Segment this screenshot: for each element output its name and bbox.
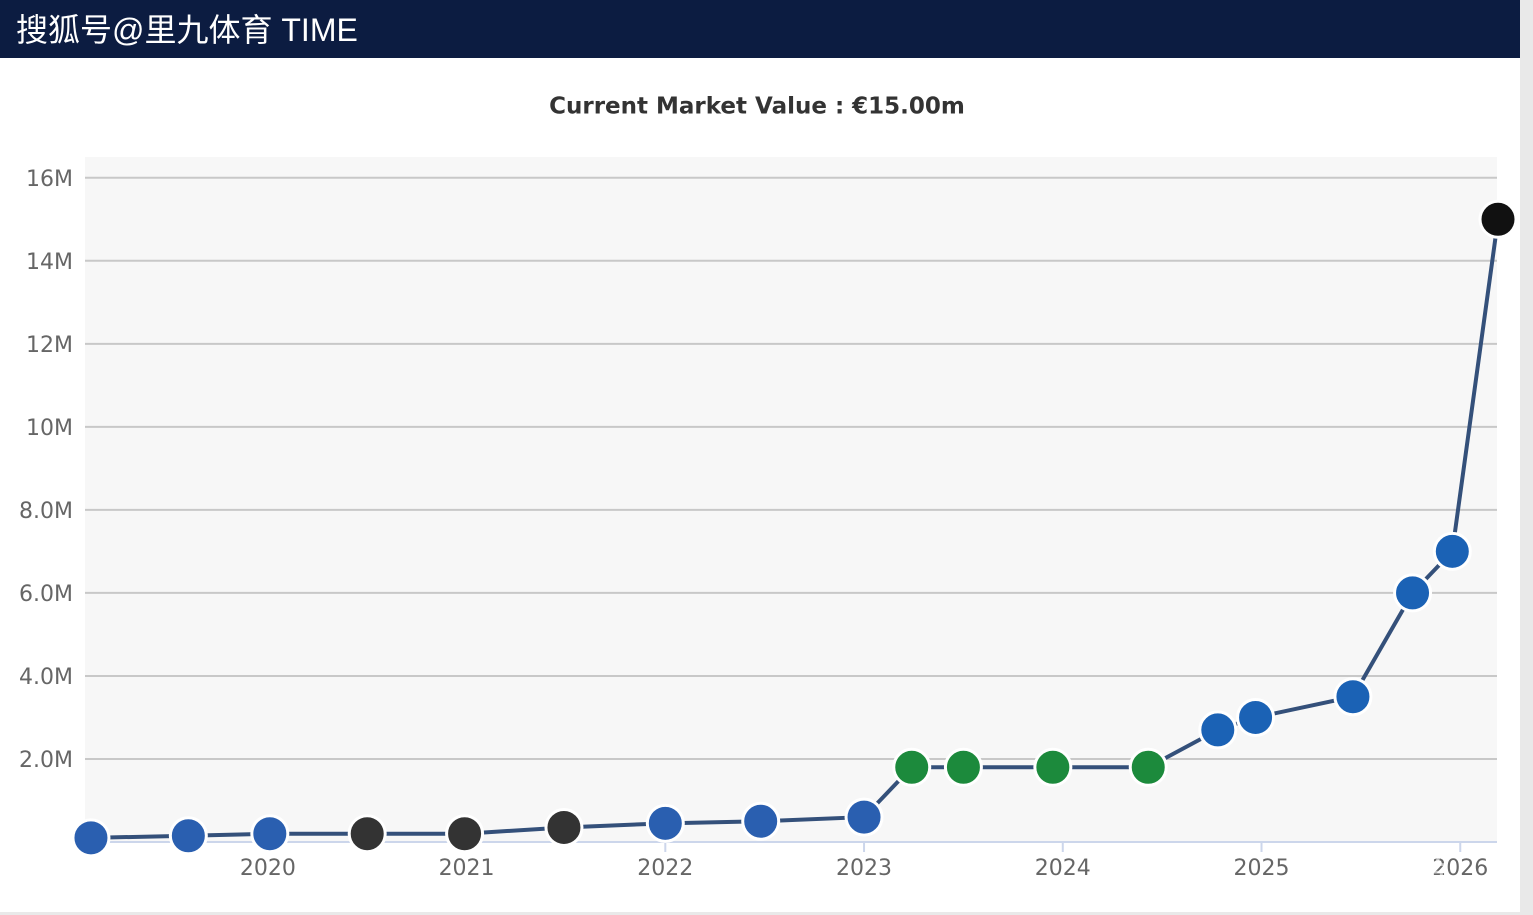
y-tick-label: 2.0M [19,748,73,773]
club-marker [1198,710,1238,750]
club-marker [1128,747,1168,787]
chart: Current Market Value : €15.00m 2.0M 4.0M 6… [19,94,1518,894]
club-marker [71,818,111,858]
y-tick-label: 4.0M [19,665,73,690]
club-marker [445,814,485,854]
x-tick-label: 2026 [1432,856,1488,881]
club-marker [645,803,685,843]
club-marker [1333,677,1373,717]
x-tick-label: 2025 [1234,856,1290,881]
club-marker [844,797,884,837]
header: 搜狐号@里九体育 TIME [0,0,1520,58]
x-tick-label: 2020 [240,856,296,881]
x-tick-label: 2023 [836,856,892,881]
watermark: 懂球帝 [1330,848,1450,894]
club-marker [544,807,584,847]
club-marker [1393,573,1433,613]
y-tick-label: 10M [26,416,73,441]
club-marker [1432,531,1472,571]
club-marker [741,801,781,841]
chart-title: Current Market Value : €15.00m [549,94,965,120]
y-tick-label: 8.0M [19,499,73,524]
club-marker [168,816,208,856]
club-marker [1033,747,1073,787]
club-marker [892,747,932,787]
club-marker [1478,199,1518,239]
plot-area [85,157,1497,842]
x-tick-label: 2022 [637,856,693,881]
club-marker [943,747,983,787]
club-marker [1236,697,1276,737]
y-tick-label: 14M [26,250,73,275]
y-tick-label: 6.0M [19,582,73,607]
x-tick-label: 2024 [1035,856,1091,881]
y-tick-label: 12M [26,333,73,358]
x-tick-label: 2021 [439,856,495,881]
y-tick-label: 16M [26,167,73,192]
club-marker [347,814,387,854]
club-marker [250,814,290,854]
